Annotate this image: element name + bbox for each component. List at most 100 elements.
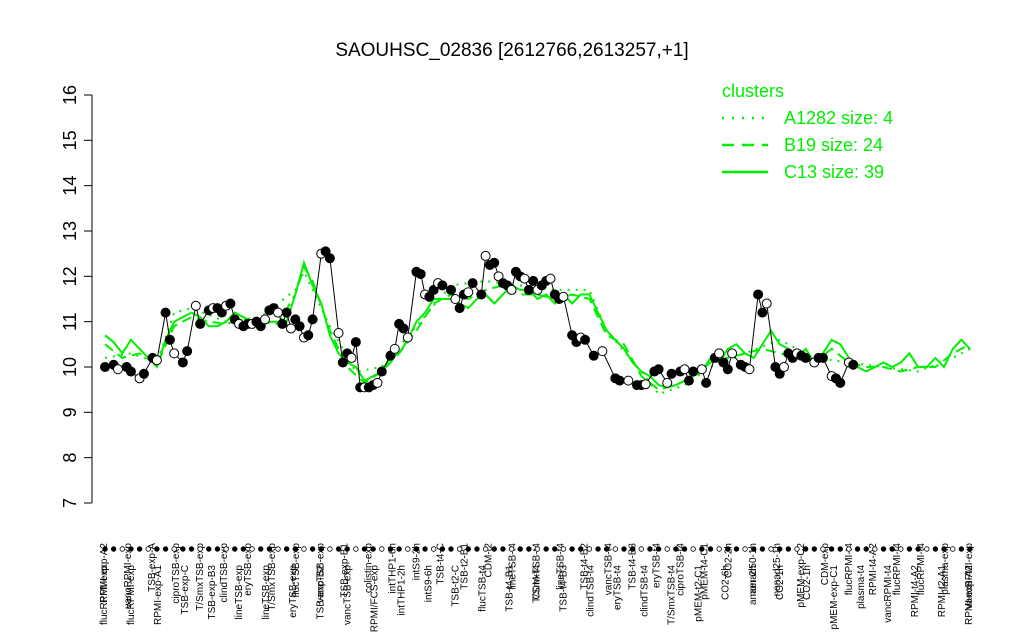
strip-dot bbox=[941, 546, 947, 552]
strip-dot bbox=[214, 546, 221, 552]
strip-dot bbox=[664, 546, 670, 552]
strip-dot bbox=[526, 546, 532, 552]
strip-dot bbox=[136, 546, 143, 552]
x-label-top: intS9-2h bbox=[411, 543, 422, 580]
data-point bbox=[528, 275, 539, 286]
x-label-bottom: TSB-exp-B2 bbox=[315, 565, 326, 620]
x-label-top: ciproTSB-t4 bbox=[676, 543, 687, 596]
x-label-bottom: pMEM-t2-C1 bbox=[694, 565, 705, 622]
y-tick-label: 12 bbox=[60, 266, 80, 286]
data-point bbox=[683, 375, 694, 386]
x-label-bottom: clindTSB-t4 bbox=[640, 565, 651, 617]
strip-dot bbox=[785, 546, 792, 552]
data-point bbox=[753, 289, 764, 300]
strip-dot bbox=[422, 546, 428, 552]
data-point bbox=[480, 250, 491, 261]
strip-dot bbox=[854, 546, 861, 552]
data-point bbox=[346, 352, 357, 363]
strip-dot bbox=[379, 546, 385, 552]
legend-label-c13: C13 size: 39 bbox=[784, 162, 884, 182]
x-label-bottom: RPMI/FCS-exp bbox=[369, 565, 380, 633]
y-tick-label: 7 bbox=[60, 498, 80, 508]
strip-dot bbox=[725, 546, 731, 552]
strip-dot bbox=[560, 546, 567, 552]
y-tick-label: 15 bbox=[60, 130, 80, 150]
x-label-top: colistin-exp bbox=[363, 543, 374, 593]
data-point bbox=[333, 328, 344, 338]
data-point bbox=[350, 337, 361, 348]
strip-dot bbox=[802, 546, 809, 552]
data-point bbox=[506, 284, 517, 295]
data-point bbox=[112, 364, 123, 375]
x-label-top: pMEM-t4-C1 bbox=[700, 543, 711, 600]
data-point bbox=[376, 366, 387, 377]
strip-dot bbox=[206, 546, 212, 552]
data-point bbox=[580, 334, 591, 345]
x-label-top: CDM-exp bbox=[820, 543, 831, 586]
y-tick-label: 16 bbox=[60, 85, 80, 105]
x-label-top: clindTSB-exp bbox=[219, 543, 230, 603]
strip-dot bbox=[612, 546, 619, 552]
strip-dot bbox=[586, 546, 593, 552]
data-point bbox=[138, 368, 149, 379]
data-point bbox=[303, 330, 314, 341]
x-label-top: flucRPMI-t4 bbox=[892, 543, 903, 596]
data-point bbox=[666, 368, 677, 379]
strip-dot bbox=[465, 546, 471, 552]
x-label-bottom: CO2-1h bbox=[802, 565, 813, 600]
strip-dot bbox=[517, 546, 523, 552]
y-tick-label: 13 bbox=[60, 221, 80, 241]
strip-dot bbox=[534, 546, 541, 552]
x-label-bottom: TSB-t2-C bbox=[450, 565, 461, 607]
data-point bbox=[817, 352, 828, 363]
strip-dot bbox=[448, 546, 454, 552]
strip-dot bbox=[716, 546, 722, 552]
x-label-top: T/SmxTSB-exp bbox=[267, 543, 278, 611]
x-label-top: CO2-2h bbox=[724, 543, 735, 578]
x-label-bottom: anaer-2h bbox=[748, 565, 759, 605]
data-point bbox=[437, 280, 448, 291]
y-tick-label: 8 bbox=[60, 453, 80, 463]
strip-dot bbox=[335, 546, 342, 552]
strip-dot bbox=[249, 546, 255, 552]
data-point bbox=[285, 323, 296, 334]
data-point bbox=[744, 364, 755, 375]
data-point bbox=[337, 357, 348, 368]
data-point bbox=[848, 359, 859, 370]
x-label-top: plasma-exp bbox=[940, 543, 951, 595]
strip-dot bbox=[327, 546, 333, 552]
strip-dot bbox=[673, 546, 679, 552]
strip-dot bbox=[889, 546, 895, 552]
x-label-bottom: clindTSB-t4 bbox=[586, 565, 597, 617]
y-axis: 7 8 9 10 11 12 13 14 15 16 bbox=[60, 85, 93, 508]
strip-dot bbox=[751, 546, 757, 552]
data-point bbox=[177, 357, 188, 368]
x-label-bottom: flucTSB-t4 bbox=[477, 565, 488, 612]
x-label-bottom: vancTSB-exp bbox=[342, 565, 353, 625]
data-point bbox=[164, 334, 175, 345]
strip-dot bbox=[405, 546, 411, 552]
data-point bbox=[402, 332, 413, 343]
data-point bbox=[151, 355, 162, 366]
strip-dot bbox=[258, 546, 264, 552]
strip-dot bbox=[647, 546, 653, 552]
strip-dot bbox=[690, 546, 696, 552]
strip-dot bbox=[413, 546, 420, 552]
strip-dot bbox=[188, 546, 195, 552]
data-point bbox=[640, 379, 651, 390]
strip-dot bbox=[759, 546, 766, 552]
strip-dot bbox=[180, 546, 186, 552]
strip-dot bbox=[846, 546, 852, 552]
x-label-bottom: vancRPMI-t4 bbox=[883, 565, 894, 623]
data-point bbox=[195, 318, 206, 329]
strip-dot bbox=[154, 546, 160, 552]
x-label-top: TSB-t4-B3 bbox=[628, 543, 639, 590]
data-point bbox=[714, 348, 725, 359]
x-label-top: lineTSB-t4 bbox=[508, 543, 519, 590]
legend: clusters A1282 size: 4 B19 size: 24 C13 … bbox=[722, 81, 893, 182]
strip-dot bbox=[275, 546, 281, 552]
x-label-bottom: TSB-exp-B3 bbox=[207, 565, 218, 620]
data-point bbox=[722, 364, 733, 375]
x-label-top: lineTSB-t4 bbox=[556, 543, 567, 590]
